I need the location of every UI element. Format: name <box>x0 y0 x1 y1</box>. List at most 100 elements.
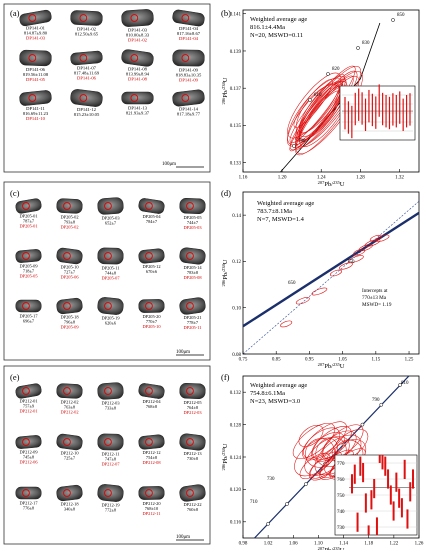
inset-bar <box>375 96 377 129</box>
x-tick-label: 0.98 <box>239 542 248 547</box>
inset-bar <box>385 95 387 128</box>
inset-bar <box>402 98 404 131</box>
grain-id: DP141-14 <box>179 107 199 112</box>
inset-bar <box>409 482 412 502</box>
y-tick-label: 0.116 <box>230 521 242 526</box>
plot-b: 850 830 820 810 790 1.16 1.20 1.24 1.28 1.32 0.13… <box>221 9 420 188</box>
grain-id: DP212-20 <box>142 501 161 506</box>
panel-a-frame <box>3 3 211 173</box>
spot-marker <box>130 54 139 62</box>
inset-tick-label: 730 <box>337 526 345 531</box>
grain-red-id: DP141-03 <box>26 36 46 41</box>
spot-marker <box>22 202 30 210</box>
grain-id: DP205-05 <box>183 215 202 220</box>
inset-bar <box>412 469 414 489</box>
inset-bar <box>361 92 363 125</box>
grain-age: 817.16±8.67 <box>177 31 201 36</box>
y-tick-label: 0.12 <box>232 260 241 265</box>
grain-red-id: DP212-03 <box>183 410 202 415</box>
spot-marker <box>130 14 139 22</box>
spot-marker <box>22 302 30 310</box>
grain-age: 783±8 <box>187 270 199 275</box>
y-tick-label: 0.120 <box>230 488 242 493</box>
error-ellipse <box>329 269 342 277</box>
inset-bar <box>381 455 384 470</box>
spot-marker <box>79 14 88 22</box>
inset-bar <box>371 93 373 127</box>
grain-age: 718±7 <box>23 269 35 274</box>
x-tick-label: 1.20 <box>278 176 287 181</box>
grain-age: 815.23±10.05 <box>74 112 100 117</box>
error-ellipse <box>311 287 328 296</box>
plot-d: 650 750 0.75 0.85 0.95 1.05 1.15 1.25 0.08 0.10 0… <box>221 191 420 370</box>
spot-marker <box>186 202 194 210</box>
error-ellipse <box>348 255 364 263</box>
error-ellipse <box>299 452 331 479</box>
grain-red-id: DP205-01 <box>19 224 37 229</box>
grain-id: DP205-17 <box>19 314 38 319</box>
grain-age: 744±7 <box>187 220 199 225</box>
x-tick-label: 1.05 <box>338 358 347 363</box>
inset-bar <box>347 101 350 134</box>
grain-age: 813.99±8.94 <box>126 72 150 77</box>
spot-marker <box>22 387 30 395</box>
grain-id: DP141-11 <box>26 106 45 111</box>
concordia-age-label: 790 <box>298 139 306 144</box>
grain-id: DP212-18 <box>60 502 79 507</box>
x-tick-label: 1.22 <box>389 542 398 547</box>
inset-bar <box>384 456 387 476</box>
grain-id: DP205-14 <box>183 265 202 270</box>
inset-bar <box>389 485 392 505</box>
panel-c-label: (c) <box>10 188 20 198</box>
grain-id: DP205-04 <box>142 214 161 219</box>
inset-bar <box>403 459 406 479</box>
grain-age: 733±8 <box>105 406 117 411</box>
spot-marker <box>145 387 153 395</box>
concordia-age-label: 730 <box>267 477 275 482</box>
error-ellipse <box>289 83 343 152</box>
grain-id: DP141-07 <box>77 66 97 71</box>
y-tick-label: 0.14 <box>232 214 241 219</box>
svg-text:100μm: 100μm <box>162 162 176 167</box>
grain-red-id: DP205-05 <box>19 274 38 279</box>
inset-bar <box>344 96 346 130</box>
inset-bar <box>370 490 373 510</box>
grain-id: DP212-01 <box>19 399 37 404</box>
grain-age: 754±8 <box>146 455 158 460</box>
grain-id: DP212-19 <box>101 503 120 508</box>
concordia-curve <box>243 201 419 354</box>
panel-b-label: (b) <box>221 8 231 18</box>
discordia-line <box>243 211 419 328</box>
inset-bar <box>364 98 367 131</box>
grain-id: DP212-10 <box>60 451 79 456</box>
inset-bar <box>362 463 365 483</box>
x-tick-label: 1.26 <box>415 542 424 547</box>
spot-marker <box>79 94 88 102</box>
grain-age: 745±8 <box>23 455 35 460</box>
grain-id: DP205-02 <box>60 215 78 220</box>
grain-age: 744±8 <box>105 271 117 276</box>
inset-bar <box>351 105 353 139</box>
plot-b-annot-2: 816.1±4.4Ma <box>250 24 285 31</box>
x-tick-label: 1.06 <box>289 542 298 547</box>
inset-tick-label: 740 <box>337 510 345 515</box>
error-ellipse <box>339 262 353 270</box>
spot-marker <box>79 54 88 62</box>
inset-bar <box>356 512 359 532</box>
